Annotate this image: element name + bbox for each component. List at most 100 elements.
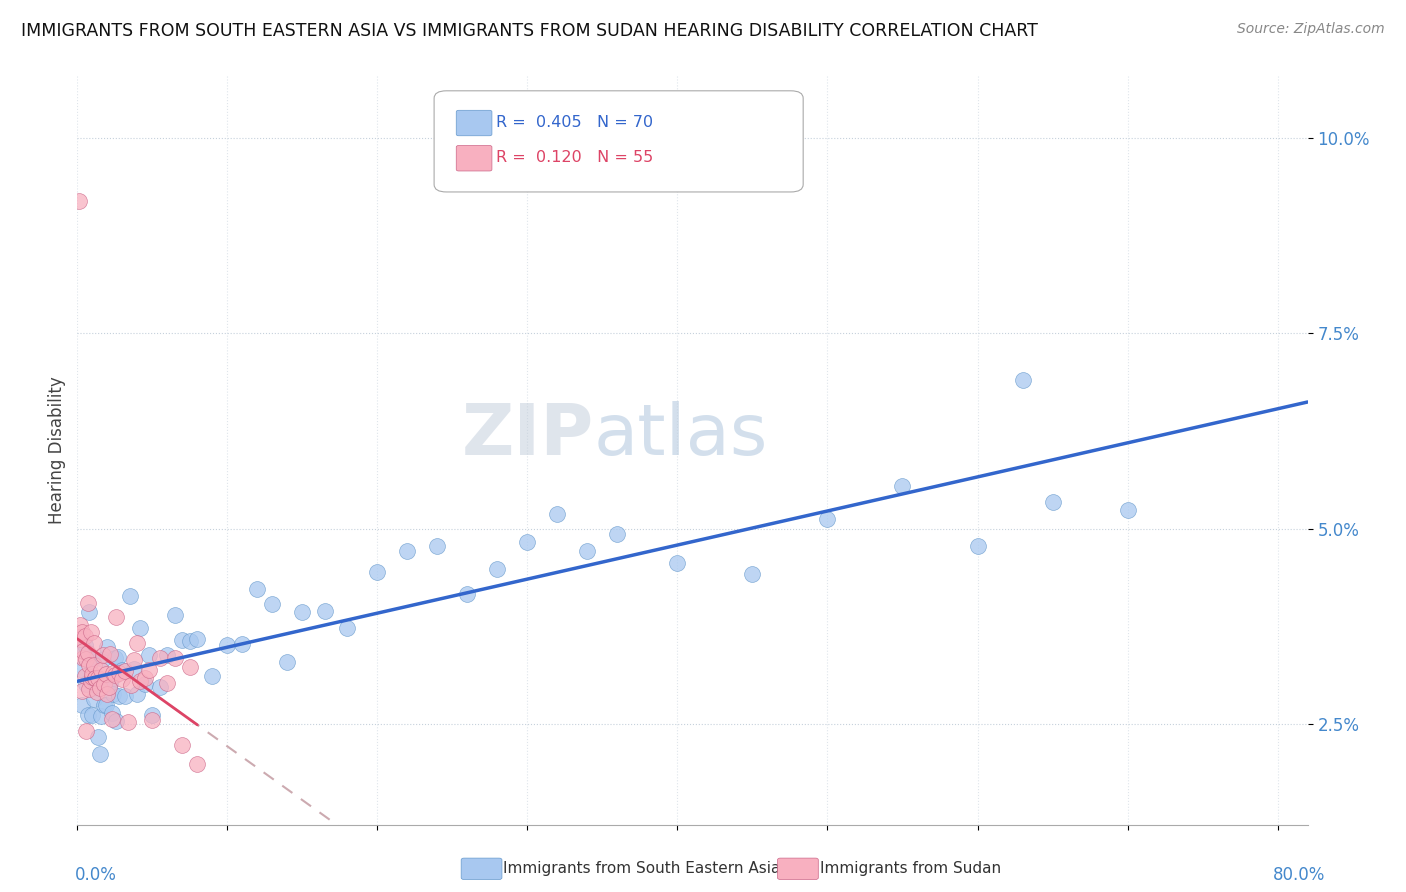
Point — [276, 655, 298, 669]
Point — [426, 539, 449, 553]
Point — [741, 566, 763, 581]
Point — [97, 677, 120, 691]
Point — [82, 670, 104, 684]
Point — [76, 708, 98, 723]
Point — [98, 675, 121, 690]
Point — [84, 671, 107, 685]
Point — [104, 650, 127, 665]
Text: atlas: atlas — [595, 401, 769, 470]
Point — [72, 641, 94, 656]
Point — [172, 738, 194, 752]
Point — [94, 698, 117, 713]
Point — [69, 618, 91, 632]
Point — [966, 540, 988, 554]
Point — [101, 706, 124, 721]
Point — [149, 680, 172, 694]
Point — [79, 657, 101, 672]
Point — [127, 635, 149, 649]
Point — [141, 707, 163, 722]
Point — [1042, 494, 1064, 508]
Point — [456, 587, 478, 601]
Point — [75, 651, 97, 665]
Point — [82, 653, 104, 667]
Point — [336, 621, 359, 635]
Point — [86, 678, 108, 692]
Point — [73, 638, 96, 652]
Point — [75, 677, 97, 691]
Point — [87, 730, 110, 744]
Point — [96, 640, 118, 654]
Point — [111, 672, 134, 686]
Point — [107, 650, 129, 665]
Point — [80, 673, 103, 688]
Point — [396, 544, 419, 558]
Point — [186, 757, 208, 772]
Point — [76, 596, 98, 610]
Point — [73, 629, 96, 643]
Point — [111, 663, 134, 677]
Point — [129, 674, 152, 689]
Point — [1011, 373, 1033, 387]
Point — [149, 651, 172, 665]
Point — [101, 712, 124, 726]
Point — [606, 527, 628, 541]
Point — [201, 669, 224, 683]
Point — [76, 646, 98, 660]
Point — [246, 582, 269, 597]
Point — [93, 677, 115, 691]
Text: ZIP: ZIP — [461, 401, 595, 470]
Point — [97, 680, 120, 694]
Point — [69, 662, 91, 676]
Point — [114, 689, 136, 703]
Point — [141, 713, 163, 727]
Point — [87, 671, 110, 685]
Point — [103, 687, 125, 701]
Text: Source: ZipAtlas.com: Source: ZipAtlas.com — [1237, 22, 1385, 37]
Point — [138, 663, 160, 677]
Text: R =  0.405   N = 70: R = 0.405 N = 70 — [496, 115, 652, 129]
Point — [124, 662, 146, 676]
Point — [124, 653, 146, 667]
Point — [84, 676, 107, 690]
Point — [83, 657, 105, 672]
Point — [94, 667, 117, 681]
Point — [108, 665, 131, 680]
Point — [314, 604, 336, 618]
Point — [163, 651, 186, 665]
Point — [516, 534, 538, 549]
Point — [70, 698, 93, 712]
Point — [96, 687, 118, 701]
Point — [91, 652, 114, 666]
Point — [79, 605, 101, 619]
Point — [98, 647, 121, 661]
Point — [366, 565, 388, 579]
Point — [172, 633, 194, 648]
Point — [138, 648, 160, 662]
Point — [80, 654, 103, 668]
Point — [90, 663, 112, 677]
Point — [70, 625, 93, 640]
Point — [83, 636, 105, 650]
Point — [82, 666, 104, 681]
Point — [163, 607, 186, 622]
Point — [817, 512, 839, 526]
Point — [486, 562, 509, 576]
Point — [134, 676, 156, 690]
Point — [891, 479, 914, 493]
Point — [84, 671, 107, 685]
Point — [134, 671, 156, 685]
Point — [80, 624, 103, 639]
FancyBboxPatch shape — [457, 145, 492, 171]
Point — [67, 630, 90, 644]
Point — [1116, 502, 1139, 516]
Point — [666, 556, 689, 570]
Point — [105, 714, 128, 728]
Point — [67, 194, 90, 208]
Point — [291, 605, 314, 619]
Point — [129, 621, 152, 635]
Point — [576, 544, 599, 558]
Point — [156, 675, 179, 690]
Text: IMMIGRANTS FROM SOUTH EASTERN ASIA VS IMMIGRANTS FROM SUDAN HEARING DISABILITY C: IMMIGRANTS FROM SOUTH EASTERN ASIA VS IM… — [21, 22, 1038, 40]
Text: Immigrants from Sudan: Immigrants from Sudan — [820, 862, 1001, 876]
Point — [86, 685, 108, 699]
